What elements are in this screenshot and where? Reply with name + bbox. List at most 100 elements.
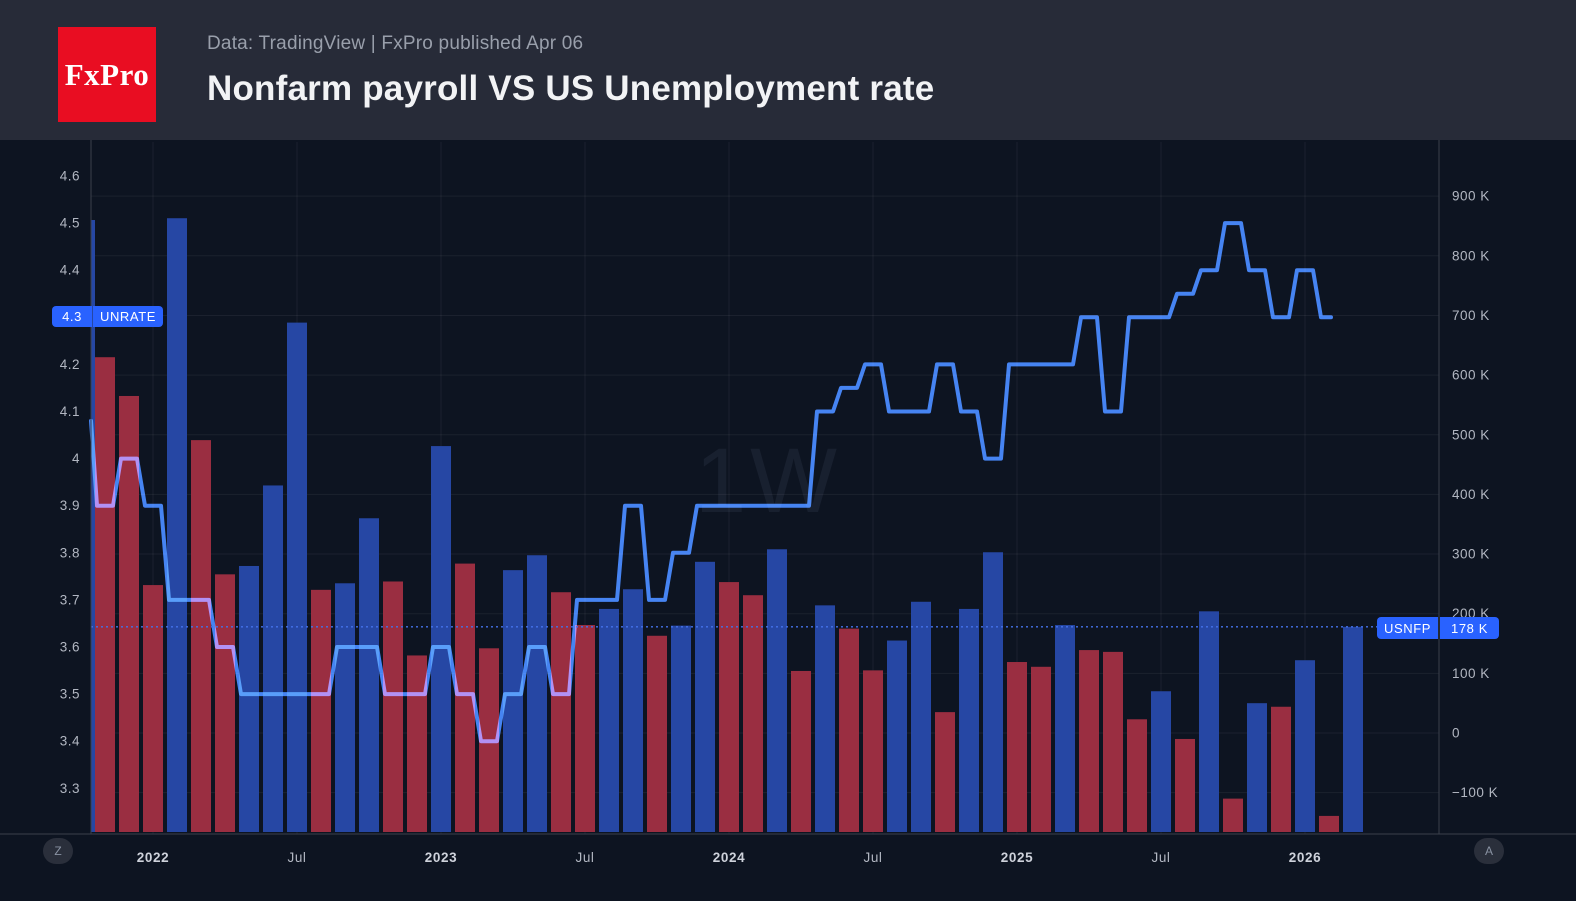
chart-source-caption: Data: TradingView | FxPro published Apr … <box>207 33 584 54</box>
nfp-bar[interactable] <box>119 395 139 832</box>
nfp-bar[interactable] <box>359 518 379 832</box>
nfp-bar[interactable] <box>503 570 523 832</box>
header: FxPro Data: TradingView | FxPro publishe… <box>0 0 1576 140</box>
time-axis-label[interactable]: Jul <box>575 850 594 865</box>
unrate-axis-value-pill: 4.3 <box>52 306 92 327</box>
nfp-bar[interactable] <box>1079 650 1099 832</box>
left-axis-tick[interactable]: 4.1 <box>60 404 80 419</box>
price-chart-canvas[interactable]: 1W 4.6 4.5 4.4 4.3 4.2 4.1 4 3.9 3.8 3.7 3.6 3.5 3.4 3… <box>0 140 1576 901</box>
nfp-bar[interactable] <box>1055 625 1075 832</box>
nfp-bar[interactable] <box>95 357 115 832</box>
time-axis-label[interactable]: 2023 <box>425 850 457 865</box>
nfp-bar[interactable] <box>1103 651 1123 832</box>
nfp-bar[interactable] <box>383 581 403 832</box>
nfp-bar[interactable] <box>1319 815 1339 832</box>
nfp-bar[interactable] <box>167 218 187 833</box>
nfp-bar[interactable] <box>1007 662 1027 832</box>
nfp-bar[interactable] <box>935 712 955 832</box>
nfp-bar[interactable] <box>1295 660 1315 832</box>
nfp-bar-partial[interactable] <box>91 220 95 832</box>
nfp-bar[interactable] <box>1175 738 1195 832</box>
nfp-bar[interactable] <box>551 592 571 832</box>
nfp-bar[interactable] <box>839 628 859 832</box>
left-axis-tick[interactable]: 4.5 <box>60 216 80 231</box>
usnfp-axis-value-pill: 178 K <box>1440 617 1499 639</box>
left-axis-tick[interactable]: 3.3 <box>60 781 80 796</box>
nfp-bar[interactable] <box>455 563 475 832</box>
left-axis-tick[interactable]: 4.6 <box>60 169 80 184</box>
left-axis-tick[interactable]: 3.4 <box>60 734 80 749</box>
fxpro-logo: FxPro <box>58 27 156 122</box>
timeframe-watermark: 1W <box>695 430 841 532</box>
right-axis-tick[interactable]: 100 K <box>1452 666 1490 681</box>
nfp-bar[interactable] <box>623 589 643 832</box>
left-axis-tick[interactable]: 3.8 <box>60 545 80 560</box>
nfp-bar[interactable] <box>695 561 715 832</box>
nfp-bar[interactable] <box>743 595 763 832</box>
unrate-line[interactable] <box>89 221 1333 744</box>
usnfp-series-label-pill: USNFP <box>1377 617 1438 639</box>
nfp-bar[interactable] <box>1151 691 1171 832</box>
nfp-bar[interactable] <box>1343 626 1363 832</box>
page-title: Nonfarm payroll VS US Unemployment rate <box>207 69 935 108</box>
nfp-bar[interactable] <box>575 625 595 832</box>
nfp-bar[interactable] <box>767 549 787 832</box>
nfp-bar[interactable] <box>983 552 1003 832</box>
nfp-bar[interactable] <box>671 625 691 832</box>
right-axis-tick[interactable]: 900 K <box>1452 189 1490 204</box>
left-axis-tick[interactable]: 3.9 <box>60 498 80 513</box>
nfp-bar[interactable] <box>263 485 283 832</box>
nfp-bar[interactable] <box>719 582 739 832</box>
unrate-series-label-pill: UNRATE <box>93 306 163 327</box>
nfp-bar[interactable] <box>239 565 259 832</box>
left-axis-tick[interactable]: 3.7 <box>60 592 80 607</box>
time-axis-label[interactable]: 2025 <box>1001 850 1033 865</box>
nfp-bar[interactable] <box>647 635 667 832</box>
right-axis-tick[interactable]: 800 K <box>1452 248 1490 263</box>
left-axis-tick[interactable]: 3.6 <box>60 640 80 655</box>
nfp-bar[interactable] <box>215 574 235 832</box>
right-axis-tick[interactable]: 500 K <box>1452 427 1490 442</box>
right-axis-tick[interactable]: 600 K <box>1452 368 1490 383</box>
right-axis-tick[interactable]: 0 <box>1452 726 1460 741</box>
nfp-bar[interactable] <box>431 446 451 832</box>
nfp-bar[interactable] <box>191 440 211 832</box>
left-axis-tick[interactable]: 4.4 <box>60 263 80 278</box>
time-axis-label[interactable]: Jul <box>863 850 882 865</box>
time-axis-label[interactable]: Jul <box>1151 850 1170 865</box>
left-axis-tick[interactable]: 4.2 <box>60 357 80 372</box>
right-axis-tick[interactable]: 400 K <box>1452 487 1490 502</box>
nfp-bar[interactable] <box>1223 798 1243 832</box>
right-axis-tick[interactable]: 700 K <box>1452 308 1490 323</box>
nfp-bar[interactable] <box>335 583 355 832</box>
chart-region: 1W 4.6 4.5 4.4 4.3 4.2 4.1 4 3.9 3.8 3.7 3.6 3.5 3.4 3… <box>0 140 1576 901</box>
nfp-bar[interactable] <box>1031 666 1051 832</box>
nfp-bar[interactable] <box>863 670 883 832</box>
nfp-bar[interactable] <box>791 670 811 832</box>
time-axis-label[interactable]: 2024 <box>713 850 745 865</box>
nfp-bar[interactable] <box>815 605 835 832</box>
timezone-button[interactable]: Z <box>43 838 73 864</box>
left-axis-tick[interactable]: 3.5 <box>60 687 80 702</box>
right-axis-tick[interactable]: −100 K <box>1452 785 1498 800</box>
nfp-bar[interactable] <box>887 640 907 832</box>
auto-scale-button[interactable]: A <box>1474 838 1504 864</box>
fxpro-logo-text: FxPro <box>64 56 150 92</box>
nfp-bar[interactable] <box>527 555 547 832</box>
nfp-bar[interactable] <box>287 322 307 832</box>
time-axis-label[interactable]: 2026 <box>1289 850 1321 865</box>
left-axis-tick[interactable]: 4 <box>72 451 80 466</box>
time-axis-label[interactable]: 2022 <box>137 850 169 865</box>
nfp-bar[interactable] <box>1127 719 1147 832</box>
nfp-bar[interactable] <box>1271 706 1291 832</box>
right-axis-tick[interactable]: 300 K <box>1452 547 1490 562</box>
nfp-bar[interactable] <box>311 589 331 832</box>
nfp-bar[interactable] <box>1247 703 1267 832</box>
nfp-bar[interactable] <box>143 585 163 832</box>
nfp-bar[interactable] <box>599 608 619 832</box>
nfp-bar[interactable] <box>959 608 979 832</box>
nfp-bar[interactable] <box>1199 611 1219 832</box>
nfp-bar[interactable] <box>407 655 427 832</box>
time-axis-label[interactable]: Jul <box>287 850 306 865</box>
nfp-bar[interactable] <box>911 601 931 832</box>
